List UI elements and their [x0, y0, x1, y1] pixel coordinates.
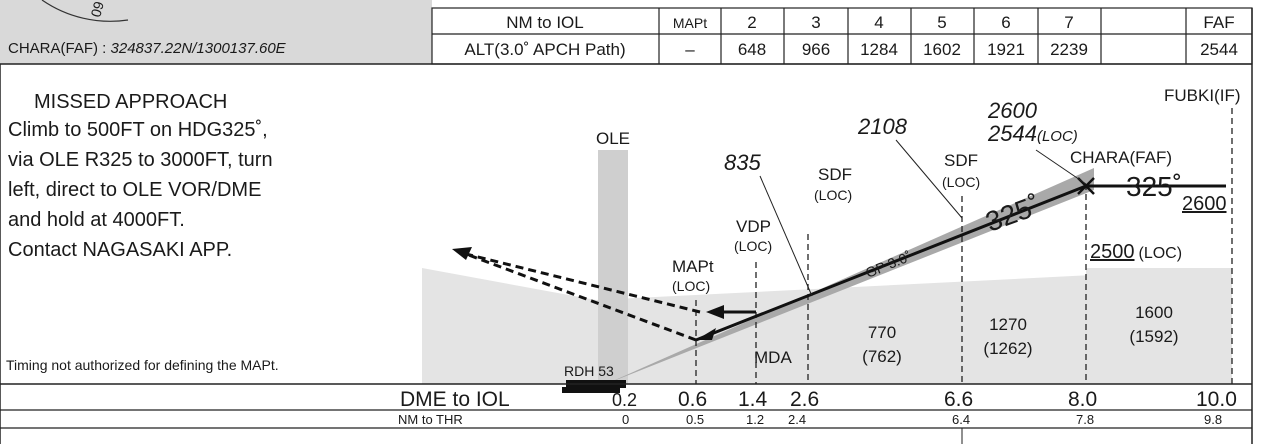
thr-value: 1.2 — [746, 412, 764, 427]
obstacle-1592: (1592) — [1129, 327, 1178, 346]
compass-fragment: 09 — [87, 0, 107, 19]
sdf1-label: SDF — [818, 165, 852, 184]
course-325-main: 325˚ — [981, 189, 1044, 237]
table-col-5: 5 — [937, 13, 946, 32]
ole-navaid-column — [598, 150, 628, 384]
obstacle-1600: 1600 — [1135, 303, 1173, 322]
table-alt-2: 648 — [738, 40, 766, 59]
thr-value: 7.8 — [1076, 412, 1094, 427]
mapt-label: MAPt — [672, 257, 714, 276]
missed-approach-line: Contact NAGASAKI APP. — [8, 239, 232, 261]
thr-value: 0.5 — [686, 412, 704, 427]
dme-scale-label: DME to IOL — [400, 388, 510, 411]
obstacle-762: (762) — [862, 347, 902, 366]
header-coordinate-band — [0, 0, 432, 64]
altitude-labels: 835 2108 2600 2544(LOC) 325˚ 325˚ 2600 2… — [724, 98, 1227, 263]
sdf2-loc-label: (LOC) — [942, 174, 980, 190]
table-col-7: 7 — [1064, 13, 1073, 32]
dme-value: 1.4 — [738, 388, 768, 411]
table-col-faf: FAF — [1203, 13, 1234, 32]
missed-approach-path — [465, 252, 701, 342]
table-col-6: 6 — [1001, 13, 1010, 32]
obstacle-1270: 1270 — [989, 315, 1027, 334]
obstacle-altitudes: 770 (762) 1270 (1262) 1600 (1592) — [862, 303, 1178, 366]
table-alt-faf: 2544 — [1200, 40, 1238, 59]
ole-label: OLE — [596, 129, 630, 148]
thr-value: 9.8 — [1204, 412, 1222, 427]
compass-arc — [41, 0, 129, 22]
rdh-label: RDH 53 — [564, 363, 614, 379]
dme-value: 8.0 — [1068, 388, 1097, 411]
missed-approach-line: and hold at 4000FT. — [8, 209, 185, 231]
dme-value: 0.2 — [612, 390, 637, 410]
sdf1-loc-label: (LOC) — [814, 187, 852, 203]
thr-scale-label: NM to THR — [398, 412, 463, 427]
table-col-3: 3 — [811, 13, 820, 32]
dme-value: 10.0 — [1196, 388, 1237, 411]
terrain-shading-right — [596, 268, 1232, 384]
table-col-mapt: MAPt — [673, 15, 707, 31]
alt-2600: 2600 — [987, 98, 1038, 123]
table-alt-mapt: – — [685, 40, 695, 59]
table-col-2: 2 — [747, 13, 756, 32]
missed-approach-arrowhead — [452, 247, 472, 260]
level-arrowhead — [706, 305, 724, 319]
dme-scale: DME to IOL 0.2 0.6 1.4 2.6 6.6 8.0 10.0 — [400, 387, 1237, 411]
glidepath-sector — [606, 168, 1094, 384]
leader-lines — [759, 139, 1087, 297]
thr-value: 2.4 — [788, 412, 806, 427]
vdp-loc-label: (LOC) — [734, 238, 772, 254]
mapt-loc-label: (LOC) — [672, 278, 710, 294]
thr-value: 6.4 — [952, 412, 970, 427]
table-alt-5: 1602 — [923, 40, 961, 59]
table-alt-7: 2239 — [1050, 40, 1088, 59]
table-row1-label: NM to IOL — [506, 13, 583, 32]
table-alt-6: 1921 — [987, 40, 1025, 59]
table-col-4: 4 — [874, 13, 883, 32]
obstacle-1262: (1262) — [983, 339, 1032, 358]
obstacle-770: 770 — [868, 323, 896, 342]
sdf2-label: SDF — [944, 151, 978, 170]
dme-value: 2.6 — [790, 388, 819, 411]
course-325-inbound: 325˚ — [1126, 171, 1182, 202]
missed-approach-line: via OLE R325 to 3000FT, turn — [8, 149, 273, 171]
approach-table-text: NM to IOL ALT(3.0˚ APCH Path) MAPt 2 3 4… — [464, 13, 1238, 59]
gp-label: GP 3.0˚ — [863, 248, 913, 281]
fix-fubki: FUBKI(IF) — [1164, 86, 1241, 105]
alt-2544: 2544(LOC) — [987, 121, 1078, 146]
table-alt-4: 1284 — [860, 40, 898, 59]
fix-chara: CHARA(FAF) — [1070, 148, 1172, 167]
alt-835: 835 — [724, 150, 761, 175]
vdp-label: VDP — [736, 217, 771, 236]
dme-value: 0.6 — [678, 388, 707, 411]
timing-note: Timing not authorized for defining the M… — [6, 357, 279, 373]
mda-label: MDA — [754, 348, 792, 367]
missed-approach-line: Climb to 500FT on HDG325˚, — [8, 119, 268, 141]
alt-2108: 2108 — [857, 114, 908, 139]
missed-approach-line: left, direct to OLE VOR/DME — [8, 179, 261, 201]
fix-lines — [695, 108, 1233, 384]
profile-labels: FUBKI(IF) CHARA(FAF) OLE SDF (LOC) SDF (… — [564, 86, 1241, 379]
alt-2600-right: 2600 — [1182, 193, 1227, 215]
table-row2-label: ALT(3.0˚ APCH Path) — [464, 40, 625, 59]
table-alt-3: 966 — [802, 40, 830, 59]
faf-coordinate: CHARA(FAF) : 324837.22N/1300137.60E — [8, 40, 287, 57]
thr-scale: NM to THR 0 0.5 1.2 2.4 6.4 7.8 9.8 — [398, 412, 1222, 427]
dme-value: 6.6 — [944, 388, 973, 411]
alt-2500: 2500 (LOC) — [1090, 241, 1182, 263]
missed-approach-title: MISSED APPROACH — [34, 91, 227, 113]
thr-value: 0 — [622, 412, 629, 427]
approach-arrowhead — [696, 328, 716, 340]
missed-approach-note: MISSED APPROACH Climb to 500FT on HDG325… — [8, 91, 273, 261]
